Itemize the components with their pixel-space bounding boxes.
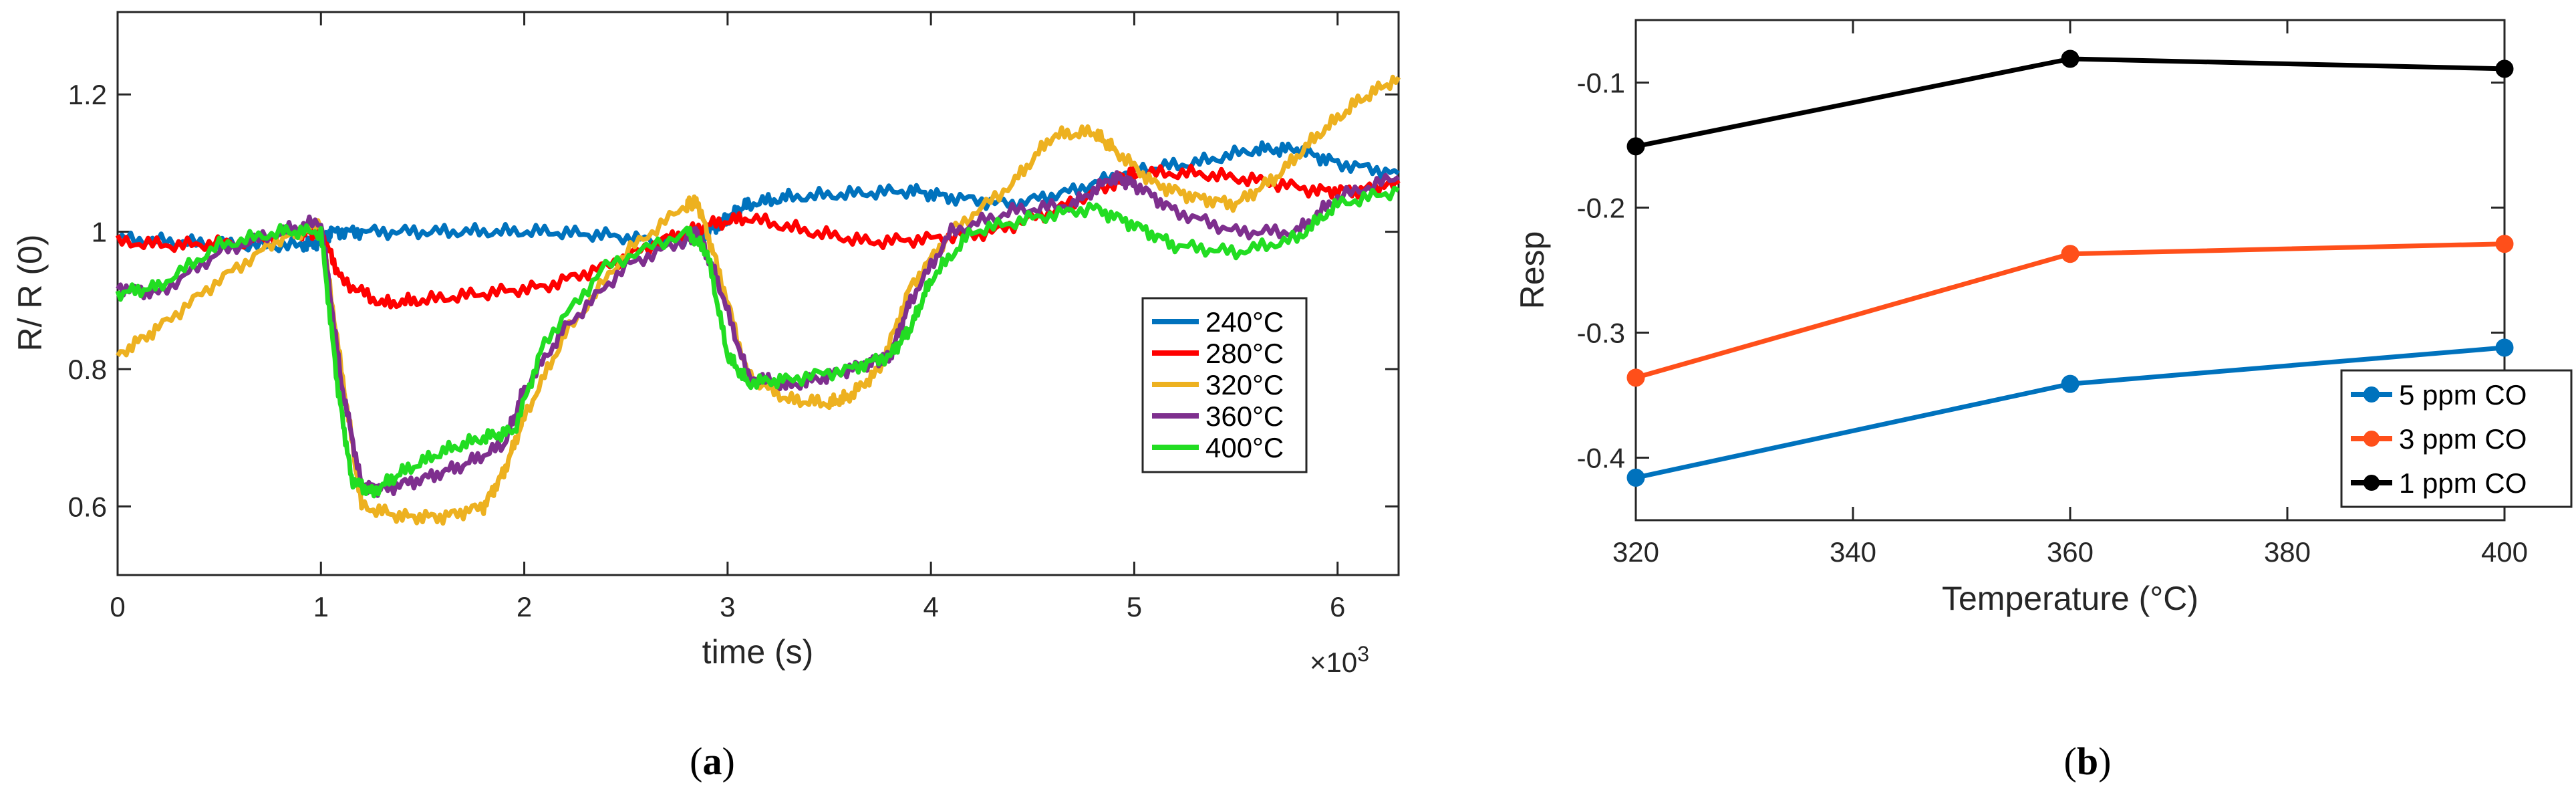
chart-b-series-3-ppm-co-point [2495, 235, 2514, 253]
chart-b-caption: (b) [2064, 740, 2112, 783]
chart-b-legend: 5 ppm CO 3 ppm CO 1 ppm CO [2340, 369, 2573, 508]
chart-a-xtick-label: 5 [1127, 591, 1142, 622]
chart-a-series-lines [115, 74, 1401, 526]
chart-b-legend-item-5-ppm-co-label: 5 ppm CO [2399, 379, 2527, 411]
chart-b-caption-letter: b [2077, 740, 2098, 783]
chart-b-caption-close: ) [2098, 740, 2111, 783]
chart-a-ytick-label: 1 [92, 217, 107, 248]
chart-b-xtick-label: 400 [2481, 536, 2528, 568]
chart-a-x-exponent-power: 3 [1357, 642, 1369, 666]
chart-b-series-lines [1626, 49, 2514, 487]
chart-a-ytick-label: 1.2 [68, 79, 107, 110]
chart-a-x-exponent-base: ×10 [1310, 647, 1357, 678]
chart-a-caption-letter: a [703, 740, 722, 783]
chart-b-series-1-ppm-co-point [2495, 60, 2514, 78]
chart-b-ytick-label: -0.4 [1577, 443, 1625, 474]
chart-b-series-5-ppm-co-point [2495, 338, 2514, 357]
chart-a-series-400c-line [115, 185, 1400, 499]
chart-a-ticks: 0 1 2 3 4 5 6 0.6 0.8 1 1.2 [68, 12, 1399, 622]
chart-b-ytick-label: -0.1 [1577, 68, 1625, 99]
chart-b: 320 340 360 380 400 -0.4 -0.3 -0.2 -0.1 Resp Tem… [1514, 19, 2573, 783]
chart-b-legend-item-5-ppm-co-marker [2364, 386, 2380, 403]
chart-a: 0 1 2 3 4 5 60.60.811.2 R/ R (0) time (s) ×103… [11, 11, 1401, 783]
chart-b-legend-item-1-ppm-co-label: 1 ppm CO [2399, 467, 2527, 499]
chart-b-series-5-ppm-co-point [1626, 468, 1645, 487]
chart-b-ytick-label: -0.2 [1577, 193, 1625, 224]
chart-a-xtick-label: 1 [313, 591, 329, 622]
chart-a-xtick-label: 6 [1330, 591, 1345, 622]
chart-b-legend-item-3-ppm-co-marker [2364, 431, 2380, 447]
chart-a-x-exponent: ×103 [1310, 642, 1369, 678]
chart-a-xtick-label: 2 [517, 591, 532, 622]
chart-b-xtick-label: 320 [1612, 536, 1659, 568]
chart-a-xtick-label: 3 [720, 591, 735, 622]
chart-a-caption-close: ) [722, 740, 735, 783]
chart-a-ytick-label: 0.8 [68, 354, 107, 385]
chart-b-series-1-ppm-co-line [1635, 56, 2505, 149]
chart-b-caption-open: ( [2064, 740, 2077, 783]
chart-b-ticks: 320 340 360 380 400 -0.4 -0.3 -0.2 -0.1 [1577, 20, 2528, 568]
chart-b-xtick-label: 380 [2264, 536, 2311, 568]
chart-b-xtick-label: 340 [1830, 536, 1876, 568]
chart-a-caption-open: ( [690, 740, 702, 783]
chart-b-ytick-label: -0.3 [1577, 318, 1625, 349]
chart-b-series-3-ppm-co-point [2061, 245, 2080, 263]
chart-a-legend-item-400c-label: 400°C [1205, 432, 1284, 463]
chart-a-xtick-label: 4 [923, 591, 938, 622]
chart-a-plot-frame [116, 11, 1400, 576]
chart-b-series-1-ppm-co-point [1626, 137, 1645, 156]
chart-a-legend-item-360c-label: 360°C [1205, 401, 1284, 432]
chart-b-xlabel: Temperature (°C) [1942, 580, 2198, 617]
chart-b-series-3-ppm-co-point [1626, 368, 1645, 387]
chart-a-legend-item-240c-label: 240°C [1205, 306, 1284, 338]
chart-b-series-5-ppm-co-point [2061, 374, 2080, 393]
chart-a-series-360c-line [116, 170, 1401, 498]
chart-a-ylabel: R/ R (0) [11, 235, 49, 352]
chart-b-ylabel: Resp [1514, 231, 1551, 310]
chart-a-xlabel: time (s) [702, 633, 814, 671]
chart-b-legend-item-3-ppm-co-label: 3 ppm CO [2399, 423, 2527, 455]
chart-a-series-280c-line [115, 163, 1401, 310]
chart-a-legend-item-280c-label: 280°C [1205, 338, 1284, 369]
chart-a-caption: (a) [690, 740, 735, 783]
chart-a-legend-item-320c-label: 320°C [1205, 369, 1284, 401]
chart-a-xtick-label: 0 [110, 591, 125, 622]
chart-b-xtick-label: 360 [2047, 536, 2094, 568]
chart-a-ytick-label: 0.6 [68, 491, 107, 522]
chart-b-legend-item-1-ppm-co-marker [2364, 475, 2380, 491]
chart-b-series-1-ppm-co-point [2061, 49, 2080, 68]
